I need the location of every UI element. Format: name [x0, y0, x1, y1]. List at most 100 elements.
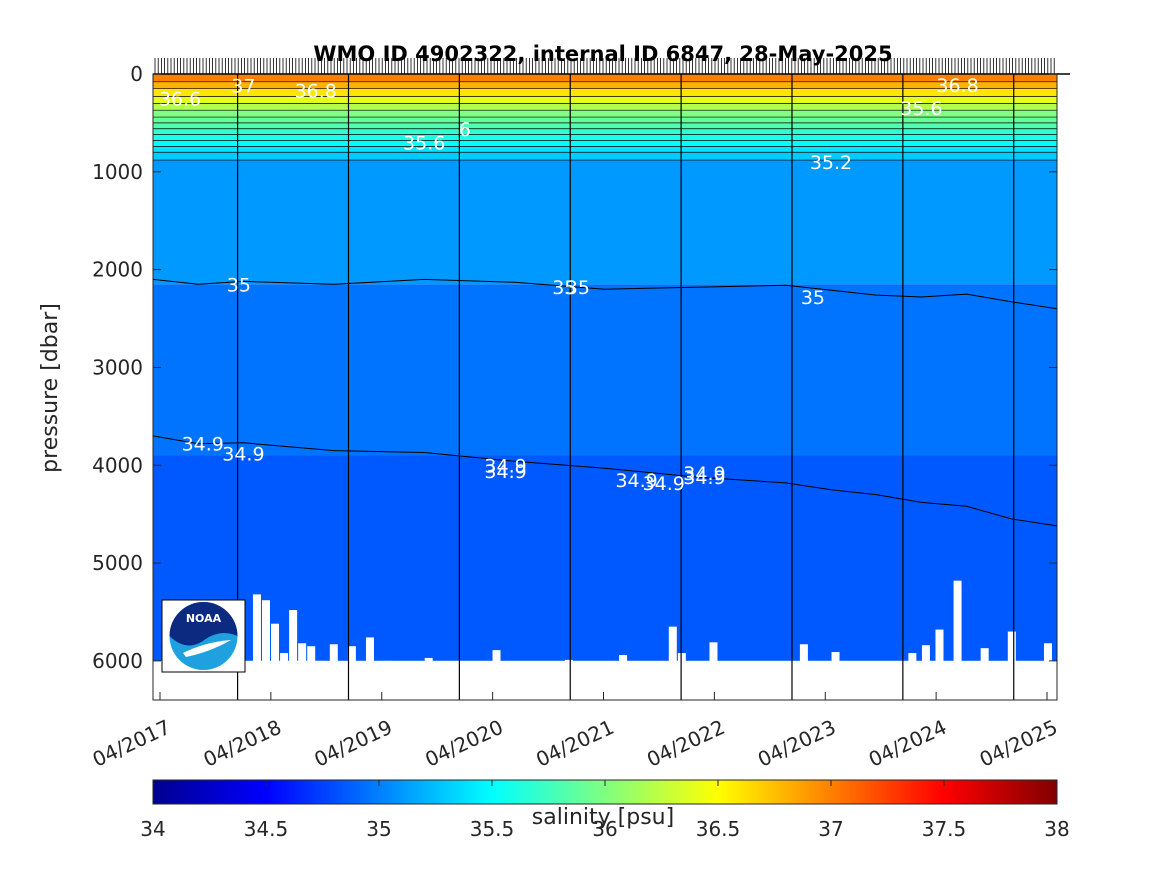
seafloor-bar	[329, 644, 338, 662]
colorbar-tick-label: 35	[366, 817, 391, 841]
colorbar-tick-label: 36	[592, 817, 617, 841]
x-tick-label: 04/2018	[200, 715, 285, 772]
seafloor-bar	[384, 660, 393, 662]
chart-title: WMO ID 4902322, internal ID 6847, 28-May…	[313, 42, 892, 66]
seafloor-bar	[262, 600, 270, 662]
salinity-layer	[153, 146, 1057, 153]
x-tick-label: 04/2024	[865, 715, 950, 772]
seafloor-bar	[289, 610, 298, 662]
contour-label: 35.2	[810, 152, 852, 174]
y-tick-label: 6000	[92, 649, 143, 673]
contour-label: 35.6	[403, 132, 445, 154]
noaa-logo: NOAA	[161, 599, 246, 673]
contour-label: 37	[231, 76, 255, 98]
profile-ticks	[153, 58, 1070, 75]
salinity-layer	[153, 96, 1057, 104]
contour-label: 34.9	[615, 470, 657, 492]
colorbar-tick-label: 37.5	[922, 817, 967, 841]
seafloor-bar	[980, 648, 989, 662]
contour-label: 34.9	[484, 461, 526, 483]
y-tick-label: 4000	[92, 453, 143, 477]
contour-label: 35	[552, 277, 576, 299]
seafloor-bar	[1043, 643, 1052, 662]
seafloor-bar	[564, 659, 573, 662]
colorbar: 34 34.5 35 35.5 36 36.5 37 37.5 38 salinity [psu…	[140, 779, 1070, 841]
contour-line	[153, 278, 1057, 310]
y-tick-label: 0	[130, 62, 143, 86]
salinity-layer	[153, 74, 1057, 82]
seafloor-bar	[709, 642, 718, 662]
contour-label: 35	[227, 274, 251, 296]
y-tick-label: 3000	[92, 355, 143, 379]
salinity-layer	[153, 110, 1057, 118]
salinity-layer	[153, 140, 1057, 147]
seafloor-bar	[424, 657, 433, 662]
seafloor-bar	[316, 660, 325, 662]
seafloor-bar	[619, 655, 628, 662]
x-tick-label: 04/2017	[89, 715, 174, 772]
contour-label: 35	[801, 287, 825, 309]
x-tick-label: 04/2022	[643, 715, 728, 772]
salinity-layer	[153, 455, 1057, 661]
colorbar-label: salinity [psu]	[532, 805, 674, 830]
contour-label: 6	[459, 119, 471, 141]
seafloor-bar	[953, 580, 962, 662]
seafloor-bar	[492, 650, 501, 662]
salinity-layer	[153, 284, 1057, 456]
contour-label: 34.9	[182, 434, 224, 456]
x-tick-label: 04/2019	[310, 715, 395, 772]
seafloor-bar	[347, 646, 356, 662]
salinity-layer	[153, 134, 1057, 141]
salinity-layer	[153, 81, 1057, 89]
y-tick-label: 2000	[92, 258, 143, 282]
contour-label: 34.9	[484, 455, 526, 477]
seafloor-bar	[1007, 631, 1016, 662]
salinity-layer	[153, 103, 1057, 111]
seafloor-bar	[935, 629, 944, 662]
salinity-layer	[153, 152, 1057, 161]
salinity-layer	[153, 122, 1057, 129]
contour-label: 34.9	[643, 473, 685, 495]
contour-label: 35	[566, 277, 590, 299]
y-axis-label: pressure [dbar]	[38, 303, 63, 473]
x-tick-label: 04/2021	[532, 715, 617, 772]
x-axis: 04/2017 04/2018 04/2019 04/2020 04/2021 04/20…	[89, 692, 1061, 772]
colorbar-tick-label: 36.5	[696, 817, 741, 841]
colorbar-tick-label: 37	[818, 817, 843, 841]
colorbar-tick-label: 35.5	[470, 817, 515, 841]
salinity-layer	[153, 88, 1057, 97]
salinity-layer	[153, 128, 1057, 135]
contour-label: 36.6	[159, 88, 201, 110]
y-tick-label: 5000	[92, 551, 143, 575]
seafloor-bar	[668, 626, 677, 662]
salinity-layer	[153, 117, 1057, 123]
contour-label: 34.9	[683, 463, 725, 485]
seafloor-bar	[908, 653, 917, 662]
seafloor-bar	[307, 646, 316, 662]
x-tick-label: 04/2023	[754, 715, 839, 772]
seafloor-bar	[831, 652, 840, 662]
contour-label: 36.8	[936, 75, 978, 97]
x-tick-label: 04/2025	[976, 715, 1061, 772]
x-tick-label: 04/2020	[421, 715, 506, 772]
colorbar-tick-label: 38	[1044, 817, 1069, 841]
seafloor-mask	[153, 660, 1057, 700]
colorbar-tick-label: 34.5	[244, 817, 289, 841]
contour-line	[153, 435, 1057, 527]
colorbar-tick-label: 34	[140, 817, 165, 841]
seafloor-bar	[252, 594, 261, 662]
seafloor-bar	[271, 623, 280, 662]
seafloor-bar	[677, 653, 686, 662]
contour-label: 35.6	[900, 98, 942, 120]
y-tick-label: 1000	[92, 160, 143, 184]
contour-label: 36.8	[295, 81, 337, 103]
seafloor-bar	[365, 637, 374, 662]
seafloor-bar	[799, 644, 808, 662]
seafloor-bar	[280, 653, 289, 662]
contour-label: 34.9	[683, 467, 725, 489]
seafloor-bar	[298, 643, 307, 662]
y-axis: 0 1000 2000 3000 4000 5000 6000	[92, 62, 1057, 673]
noaa-logo-text: NOAA	[186, 612, 222, 625]
